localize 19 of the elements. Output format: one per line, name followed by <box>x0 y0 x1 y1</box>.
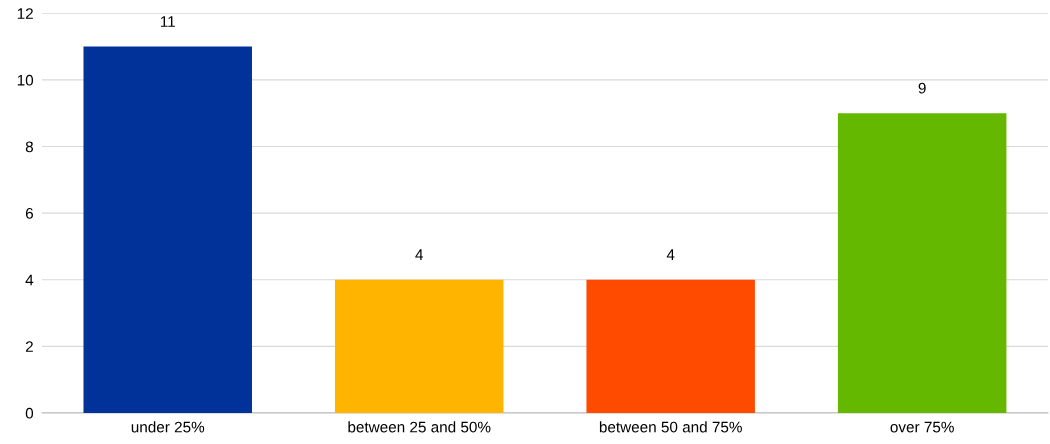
bar <box>334 279 504 413</box>
x-tick-label: between 50 and 75% <box>599 421 742 433</box>
bar <box>586 279 755 413</box>
data-label: 11 <box>160 16 175 27</box>
x-tick-label: over 75% <box>890 421 954 433</box>
y-tick-label: 10 <box>17 74 34 86</box>
data-label: 9 <box>918 82 926 94</box>
y-tick-label: 8 <box>25 141 33 153</box>
bar <box>83 46 252 413</box>
y-tick-label: 2 <box>25 341 33 352</box>
x-tick-label: between 25 and 50% <box>348 421 491 433</box>
y-tick-label: 6 <box>25 207 33 219</box>
y-tick-label: 12 <box>17 8 33 19</box>
y-tick-label: 0 <box>25 407 34 419</box>
x-tick-label: under 25% <box>131 421 205 433</box>
y-tick-label: 4 <box>25 274 34 286</box>
data-label: 4 <box>666 249 675 260</box>
bar <box>837 113 1007 413</box>
data-label: 4 <box>415 249 424 260</box>
